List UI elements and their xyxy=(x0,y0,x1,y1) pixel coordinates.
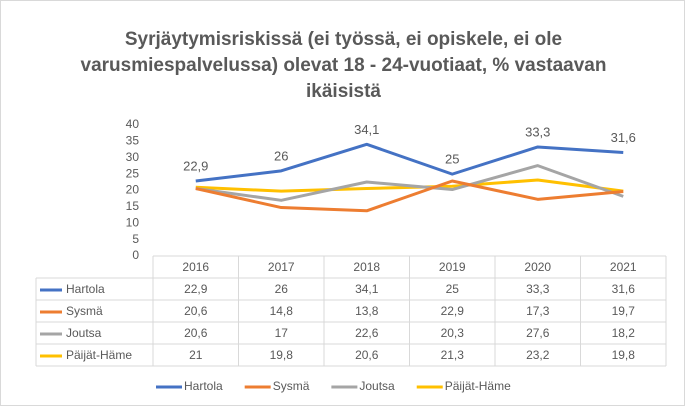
x-tick-label: 2020 xyxy=(524,260,551,274)
legend-label: Päijät-Häme xyxy=(445,379,511,393)
y-tick-label: 20 xyxy=(126,183,140,197)
x-tick-label: 2019 xyxy=(439,260,466,274)
table-cell: 18,2 xyxy=(612,326,636,340)
y-tick-label: 40 xyxy=(126,117,140,131)
table-series-name: Joutsa xyxy=(66,326,102,340)
data-label: 31,6 xyxy=(611,130,636,145)
y-tick-label: 0 xyxy=(132,248,139,262)
table-cell: 27,6 xyxy=(526,326,550,340)
y-tick-label: 30 xyxy=(126,150,140,164)
table-cell: 20,6 xyxy=(184,304,208,318)
x-tick-label: 2017 xyxy=(268,260,295,274)
x-tick-label: 2018 xyxy=(353,260,380,274)
data-label: 34,1 xyxy=(354,122,379,137)
table-cell: 26 xyxy=(275,282,289,296)
table-series-name: Päijät-Häme xyxy=(66,348,132,362)
y-tick-label: 10 xyxy=(126,215,140,229)
table-series-name: Hartola xyxy=(66,282,105,296)
series-line xyxy=(195,164,624,202)
x-tick-label: 2016 xyxy=(182,260,209,274)
data-label: 22,9 xyxy=(183,158,208,173)
chart-title: Syrjäytymisriskissä (ei työssä, ei opisk… xyxy=(80,29,607,102)
data-label: 33,3 xyxy=(525,124,550,139)
y-tick-label: 5 xyxy=(132,232,139,246)
table-cell: 22,9 xyxy=(184,282,208,296)
table-cell: 17,3 xyxy=(526,304,550,318)
series-line xyxy=(195,179,624,213)
series-line xyxy=(195,178,624,193)
y-tick-label: 25 xyxy=(126,166,140,180)
legend-label: Joutsa xyxy=(359,379,395,393)
table-cell: 33,3 xyxy=(526,282,550,296)
table-cell: 20,6 xyxy=(355,348,379,362)
y-tick-label: 35 xyxy=(126,134,140,148)
table-cell: 22,6 xyxy=(355,326,379,340)
series-line xyxy=(195,142,624,183)
table-cell: 31,6 xyxy=(612,282,636,296)
y-tick-label: 15 xyxy=(126,199,140,213)
legend-label: Hartola xyxy=(184,379,223,393)
legend-label: Sysmä xyxy=(273,379,310,393)
x-tick-label: 2021 xyxy=(610,260,637,274)
table-cell: 19,8 xyxy=(612,348,636,362)
table-cell: 17 xyxy=(275,326,289,340)
table-cell: 25 xyxy=(446,282,460,296)
table-series-name: Sysmä xyxy=(66,304,103,318)
table-cell: 19,7 xyxy=(612,304,636,318)
table-cell: 21,3 xyxy=(441,348,465,362)
table-cell: 13,8 xyxy=(355,304,379,318)
data-label: 25 xyxy=(445,152,459,167)
data-label: 26 xyxy=(274,148,288,163)
table-cell: 14,8 xyxy=(270,304,294,318)
table-cell: 22,9 xyxy=(441,304,465,318)
table-cell: 21 xyxy=(189,348,203,362)
table-cell: 34,1 xyxy=(355,282,379,296)
table-cell: 23,2 xyxy=(526,348,550,362)
table-cell: 20,3 xyxy=(441,326,465,340)
table-cell: 19,8 xyxy=(270,348,294,362)
table-cell: 20,6 xyxy=(184,326,208,340)
